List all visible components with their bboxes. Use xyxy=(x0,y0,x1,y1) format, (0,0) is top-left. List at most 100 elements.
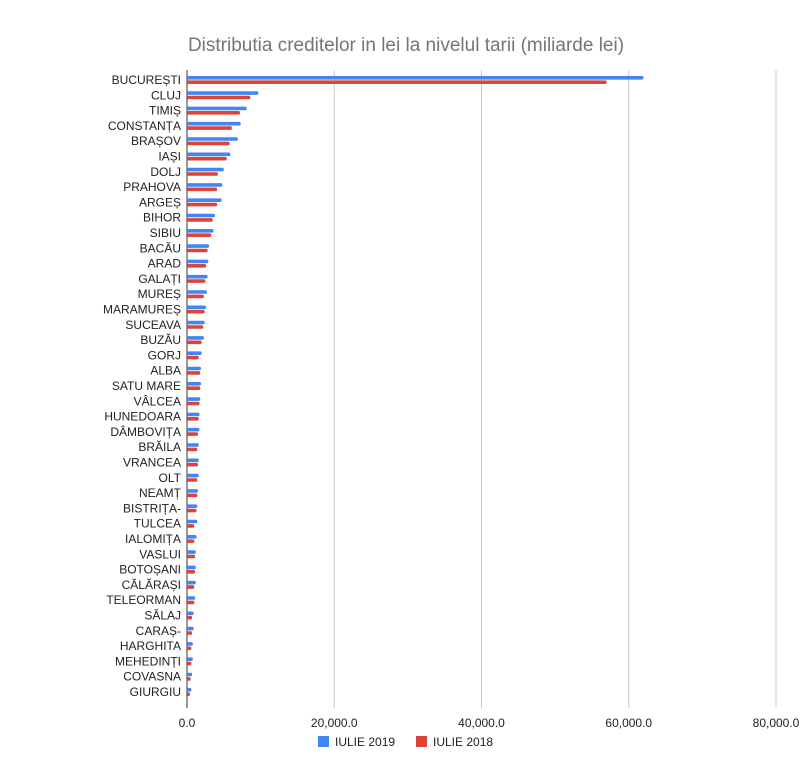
bar-iulie-2019 xyxy=(187,351,202,355)
category-label: IALOMIȚA xyxy=(125,532,181,546)
category-label: BACĂU xyxy=(140,240,181,255)
bar-iulie-2019 xyxy=(187,519,198,524)
category-label: TIMIȘ xyxy=(149,104,181,118)
x-axis-tick-labels: 0.0 20,000.0 40,000.0 60,000.0 80,000.0 xyxy=(179,716,800,730)
bar-iulie-2019 xyxy=(187,473,199,478)
category-label: BIHOR xyxy=(143,211,181,225)
bar-iulie-2019 xyxy=(187,412,200,417)
bar-iulie-2018 xyxy=(187,692,190,696)
category-label: GALAȚI xyxy=(138,272,181,286)
bar-iulie-2018 xyxy=(187,386,201,390)
category-label: CĂLĂRAȘI xyxy=(122,577,181,592)
category-label: DÂMBOVIȚA xyxy=(110,424,181,439)
bar-iulie-2018 xyxy=(187,187,218,192)
category-label: BUCUREȘTI xyxy=(112,73,181,87)
bar-iulie-2019 xyxy=(187,91,259,95)
bar-iulie-2018 xyxy=(187,355,199,360)
bar-iulie-2018 xyxy=(187,156,227,161)
bar-iulie-2019 xyxy=(187,626,194,631)
category-label: COVASNA xyxy=(123,670,181,684)
category-label: VÂLCEA xyxy=(134,393,181,408)
bar-iulie-2018 xyxy=(187,264,207,268)
bar-iulie-2019 xyxy=(187,427,200,432)
bar-iulie-2018 xyxy=(187,539,195,543)
bar-iulie-2019 xyxy=(187,611,194,616)
bar-iulie-2018 xyxy=(187,371,201,375)
bar-iulie-2019 xyxy=(187,213,215,218)
bar-iulie-2019 xyxy=(187,580,196,585)
bar-iulie-2019 xyxy=(187,320,205,325)
bar-iulie-2019 xyxy=(187,76,644,80)
bar-iulie-2019 xyxy=(187,198,222,202)
bar-iulie-2019 xyxy=(187,382,201,386)
bar-iulie-2019 xyxy=(187,672,193,677)
bar-iulie-2018 xyxy=(187,218,213,222)
category-label: BISTRIȚA- xyxy=(123,501,181,515)
gridlines xyxy=(186,70,777,708)
category-label: SIBIU xyxy=(150,226,181,240)
bar-iulie-2019 xyxy=(187,152,231,157)
legend: IULIE 2019 IULIE 2018 xyxy=(318,735,493,749)
bar-iulie-2019 xyxy=(187,535,197,539)
bar-iulie-2018 xyxy=(187,524,195,528)
category-label: OLT xyxy=(159,471,182,485)
bar-iulie-2019 xyxy=(187,443,199,447)
category-label: SUCEAVA xyxy=(125,318,181,332)
bar-iulie-2019 xyxy=(187,366,201,371)
bar-iulie-2018 xyxy=(187,554,196,559)
bar-iulie-2018 xyxy=(187,309,205,314)
category-label: ARAD xyxy=(148,257,182,271)
bar-iulie-2019 xyxy=(187,244,210,248)
category-label: SĂLAJ xyxy=(144,608,181,623)
bar-iulie-2019 xyxy=(187,657,193,661)
bar-iulie-2018 xyxy=(187,248,208,253)
bar-iulie-2018 xyxy=(187,570,196,574)
category-label: CARAȘ- xyxy=(136,624,181,638)
x-tick-label: 0.0 xyxy=(179,716,196,730)
bar-iulie-2019 xyxy=(187,550,196,554)
bar-iulie-2019 xyxy=(187,336,204,340)
bars-group xyxy=(187,76,644,696)
bar-iulie-2019 xyxy=(187,458,199,463)
bar-iulie-2018 xyxy=(187,294,204,299)
category-label: MUREȘ xyxy=(138,287,181,301)
category-label: ARGEȘ xyxy=(139,195,181,209)
bar-iulie-2018 xyxy=(187,615,193,620)
category-label: HUNEDOARA xyxy=(104,410,181,424)
category-label: SATU MARE xyxy=(112,379,181,393)
category-label: VASLUI xyxy=(139,547,181,561)
bar-iulie-2019 xyxy=(187,290,207,294)
bar-iulie-2018 xyxy=(187,585,195,589)
bar-iulie-2019 xyxy=(187,137,238,141)
bar-iulie-2019 xyxy=(187,596,196,600)
category-label: BRĂILA xyxy=(138,439,181,454)
bar-iulie-2018 xyxy=(187,508,197,513)
category-label: NEAMȚ xyxy=(139,486,182,500)
chart-title: Distributia creditelor in lei la nivelul… xyxy=(188,35,624,56)
bar-iulie-2018 xyxy=(187,493,198,498)
category-label: GORJ xyxy=(148,348,181,362)
bar-iulie-2018 xyxy=(187,417,199,421)
legend-label: IULIE 2019 xyxy=(335,735,395,749)
bar-iulie-2018 xyxy=(187,646,192,651)
bar-iulie-2019 xyxy=(187,305,207,310)
x-tick-label: 80,000.0 xyxy=(753,716,800,730)
bar-iulie-2019 xyxy=(187,106,247,111)
bar-iulie-2018 xyxy=(187,279,206,283)
bar-iulie-2018 xyxy=(187,447,198,452)
legend-swatch xyxy=(318,736,329,747)
bar-iulie-2018 xyxy=(187,233,212,237)
bar-iulie-2018 xyxy=(187,478,198,482)
bar-iulie-2019 xyxy=(187,167,224,172)
category-label: MEHEDINȚI xyxy=(115,654,181,668)
category-label: BOTOȘANI xyxy=(119,563,181,577)
bar-iulie-2018 xyxy=(187,126,232,130)
bar-iulie-2018 xyxy=(187,677,191,681)
bar-iulie-2018 xyxy=(187,600,195,605)
bar-iulie-2019 xyxy=(187,229,214,233)
category-label: TULCEA xyxy=(134,517,181,531)
bar-iulie-2018 xyxy=(187,202,218,207)
bar-iulie-2019 xyxy=(187,504,198,508)
